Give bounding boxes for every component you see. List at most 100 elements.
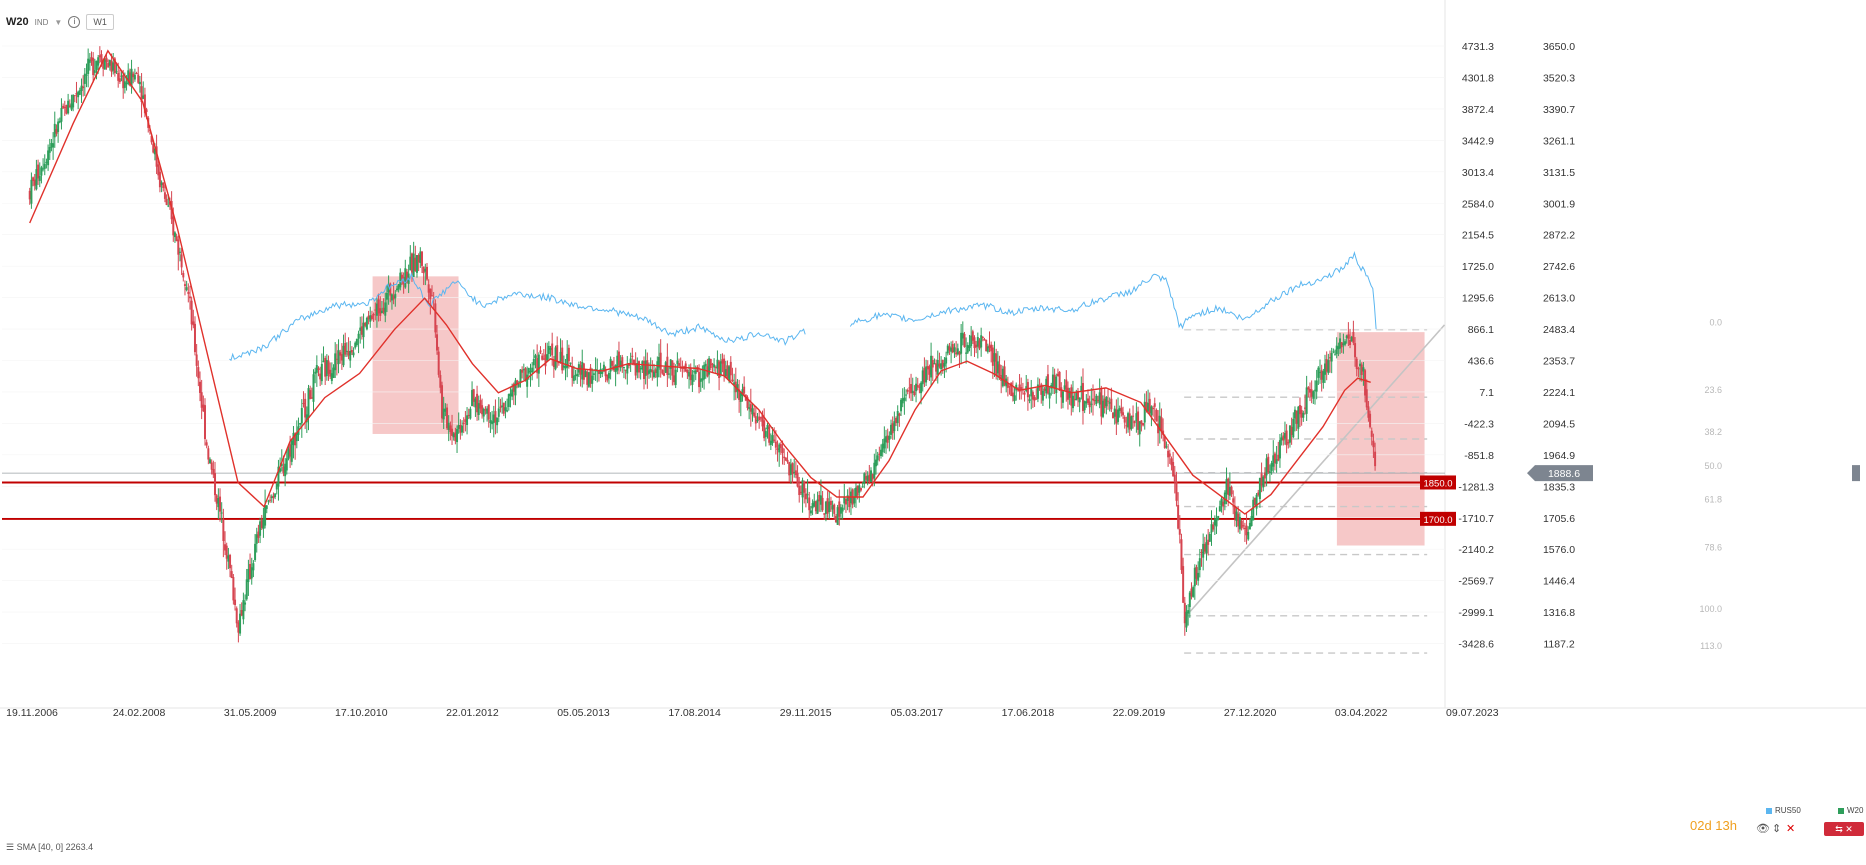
candle-body — [1292, 418, 1295, 438]
candle-body — [941, 359, 944, 368]
candle-body — [447, 422, 450, 430]
candle-body — [773, 439, 776, 441]
candle-body — [292, 432, 295, 445]
right-axis-tick-label: 2613.0 — [1543, 293, 1575, 305]
candle-body — [209, 459, 212, 464]
right-axis-tick-label: 3001.9 — [1543, 198, 1575, 210]
candle-body — [304, 398, 307, 418]
legend-w20-label: W20 — [1847, 806, 1864, 815]
candle-body — [1115, 409, 1118, 424]
candle-body — [647, 370, 650, 374]
candle-body — [753, 412, 756, 417]
candle-body — [893, 421, 896, 432]
candle-body — [1258, 477, 1261, 499]
candle-body — [559, 351, 562, 362]
candle-body — [1347, 334, 1350, 339]
updown-icon[interactable]: ⇕ — [1772, 823, 1782, 835]
candle-body — [868, 474, 871, 482]
candle-body — [592, 373, 595, 375]
compare-settings-button[interactable]: ⇆ ✕ — [1824, 822, 1864, 836]
candle-body — [1147, 402, 1150, 412]
candle-body — [1200, 551, 1203, 553]
candle-body — [1120, 407, 1123, 414]
legend-rus50[interactable]: RUS50 — [1766, 806, 1801, 815]
candle-body — [395, 288, 398, 291]
candle-body — [567, 347, 570, 362]
candle-body — [167, 205, 170, 207]
candle-body — [1055, 376, 1058, 394]
candle-body — [90, 57, 93, 61]
candle-body — [462, 422, 465, 425]
candle-body — [309, 390, 312, 400]
candle-body — [242, 600, 245, 620]
candle-body — [576, 373, 579, 377]
candle-body — [120, 75, 123, 77]
candle-body — [971, 331, 974, 341]
candle-body — [607, 372, 610, 379]
fibonacci-label: 38.2 — [1704, 427, 1722, 437]
candle-body — [669, 359, 672, 369]
candle-body — [62, 105, 65, 109]
candle-body — [1056, 373, 1059, 377]
candle-body — [1365, 389, 1368, 408]
candle-body — [419, 251, 422, 264]
candle-body — [182, 272, 185, 278]
right-axis-tick-label: 2094.5 — [1543, 418, 1575, 430]
trend-line — [1183, 324, 1446, 619]
candle-body — [108, 59, 111, 66]
candle-body — [1118, 408, 1121, 411]
candle-body — [1148, 398, 1151, 414]
close-icon[interactable]: ✕ — [1786, 823, 1796, 835]
candle-body — [1265, 458, 1268, 476]
info-icon[interactable]: i — [68, 16, 81, 28]
indicator-settings-icon[interactable]: ☰ — [6, 842, 15, 852]
candle-body — [694, 370, 697, 374]
candle-body — [429, 288, 432, 300]
candle-body — [410, 253, 413, 273]
candle-body — [237, 622, 240, 633]
left-axis-tick-label: 4731.3 — [1462, 41, 1494, 53]
candle-body — [721, 359, 724, 364]
x-axis-tick-label: 22.01.2012 — [446, 707, 499, 719]
dropdown-icon[interactable]: ▼ — [54, 17, 63, 27]
candle-body — [1127, 413, 1130, 428]
legend-w20[interactable]: W20 — [1838, 806, 1863, 815]
candle-body — [1364, 370, 1367, 396]
fibonacci-label: 113.0 — [1700, 641, 1722, 651]
candle-body — [875, 459, 878, 467]
x-axis-tick-label: 19.11.2006 — [6, 707, 58, 719]
candle-body — [1360, 364, 1363, 375]
candle-body — [1026, 382, 1029, 398]
candle-body — [203, 405, 206, 440]
candle-body — [896, 411, 899, 424]
candle-body — [214, 473, 217, 496]
candle-body — [302, 403, 305, 405]
candle-body — [122, 74, 125, 89]
indicator-label[interactable]: ☰ SMA [40, 0] 2263.4 — [6, 842, 93, 853]
candle-body — [80, 85, 83, 91]
candle-body — [229, 554, 232, 569]
candle-body — [1359, 363, 1362, 367]
left-axis-tick-label: -2140.2 — [1458, 544, 1494, 556]
candle-body — [1180, 539, 1183, 570]
candle-body — [1268, 471, 1271, 473]
candle-body — [178, 251, 181, 253]
eye-icon[interactable]: 👁 — [1756, 823, 1770, 835]
candle-body — [1051, 374, 1054, 388]
candle-body — [474, 398, 477, 408]
left-axis-tick-label: 3013.4 — [1462, 167, 1494, 179]
candle-body — [88, 59, 91, 63]
candle-body — [35, 169, 38, 190]
timeframe-selector[interactable]: W1 — [86, 14, 114, 30]
candle-body — [818, 495, 821, 502]
candle-body — [290, 440, 293, 462]
candle-body — [162, 182, 165, 188]
candle-body — [526, 374, 529, 387]
candle-body — [451, 428, 454, 436]
candle-body — [280, 463, 283, 466]
candle-body — [1185, 611, 1188, 628]
candle-body — [960, 332, 963, 354]
symbol-label[interactable]: W20 — [6, 16, 29, 28]
candle-body — [991, 347, 994, 366]
